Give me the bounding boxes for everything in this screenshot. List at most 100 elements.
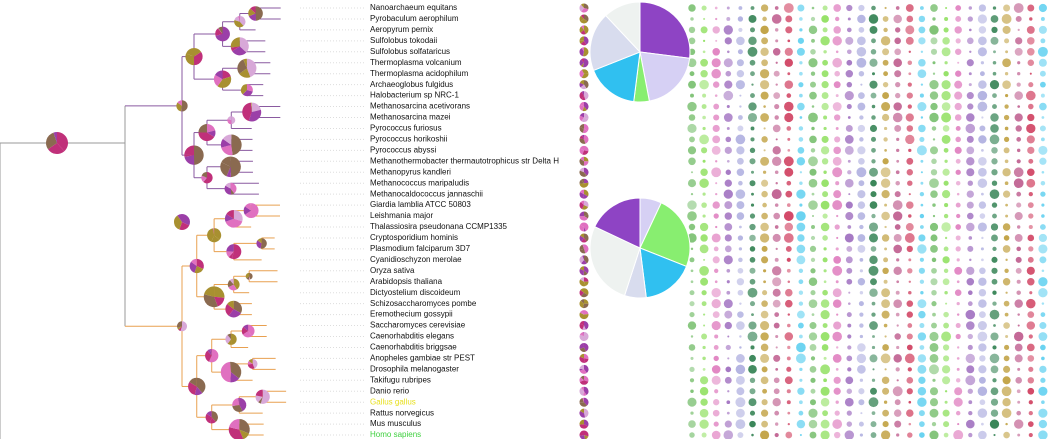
matrix-dot <box>809 136 817 144</box>
matrix-dot <box>858 278 865 285</box>
matrix-dot <box>894 125 901 132</box>
matrix-dot <box>701 147 707 153</box>
matrix-dot <box>858 125 865 132</box>
matrix-dot <box>725 180 732 187</box>
matrix-dot <box>956 411 960 415</box>
matrix-dot <box>881 288 890 297</box>
matrix-dot <box>1002 14 1012 24</box>
matrix-dot <box>1017 389 1021 393</box>
matrix-dot <box>882 344 889 351</box>
matrix-dot <box>787 126 792 131</box>
matrix-dot <box>1003 432 1010 439</box>
matrix-dot <box>1028 367 1033 372</box>
matrix-dot <box>907 333 913 339</box>
matrix-dot <box>869 14 879 24</box>
matrix-dot <box>784 233 794 243</box>
matrix-dot <box>714 334 718 338</box>
matrix-dot <box>787 138 790 141</box>
matrix-dot <box>1005 159 1009 163</box>
matrix-dot <box>726 17 730 21</box>
matrix-dot <box>787 203 791 207</box>
matrix-dot <box>955 103 962 110</box>
matrix-dot <box>761 191 767 197</box>
matrix-dot <box>848 17 851 20</box>
species-label: Nanoarchaeum equitans <box>370 3 457 12</box>
matrix-dot <box>702 301 707 306</box>
matrix-dot <box>883 16 889 22</box>
matrix-dot <box>786 246 792 252</box>
matrix-dot <box>893 354 901 362</box>
matrix-dot <box>714 269 718 273</box>
matrix-dot <box>944 214 948 218</box>
matrix-dot <box>738 290 744 296</box>
matrix-dot <box>847 334 851 338</box>
matrix-dot <box>978 91 988 101</box>
matrix-dot <box>990 310 1000 320</box>
matrix-dot <box>712 299 721 308</box>
matrix-dot <box>957 368 960 371</box>
matrix-dot <box>1029 400 1033 404</box>
matrix-dot <box>847 82 853 88</box>
species-label: Caenorhabditis briggsae <box>370 343 457 352</box>
matrix-dot <box>1018 324 1020 326</box>
matrix-dot <box>955 71 961 77</box>
matrix-dot <box>772 14 782 24</box>
matrix-dot <box>809 169 816 176</box>
matrix-dot <box>953 430 963 439</box>
matrix-dot <box>712 431 721 439</box>
matrix-dot <box>1002 386 1012 396</box>
matrix-dot <box>896 149 899 152</box>
matrix-dot <box>689 312 694 317</box>
matrix-dot <box>785 15 792 22</box>
matrix-dot <box>944 27 949 32</box>
matrix-dot <box>737 59 744 66</box>
matrix-dot <box>773 48 781 56</box>
matrix-dot <box>774 411 779 416</box>
matrix-dot <box>991 169 997 175</box>
matrix-dot <box>969 6 972 9</box>
matrix-dot <box>848 116 851 119</box>
matrix-dot <box>763 280 766 283</box>
matrix-dot <box>1005 50 1008 53</box>
matrix-dot <box>978 332 988 342</box>
matrix-dot <box>796 190 805 199</box>
matrix-dot <box>895 181 900 186</box>
matrix-dot <box>895 191 901 197</box>
matrix-dot <box>942 135 951 144</box>
matrix-dot <box>799 400 803 404</box>
species-label: Thermoplasma volcanium <box>370 58 462 67</box>
matrix-dot <box>920 280 924 284</box>
matrix-dot <box>798 82 803 87</box>
matrix-dot <box>1040 38 1045 43</box>
matrix-dot <box>736 189 746 199</box>
matrix-dot <box>714 345 719 350</box>
species-label: Rattus norvegicus <box>370 408 434 417</box>
matrix-dot <box>882 410 889 417</box>
matrix-dot <box>687 398 696 407</box>
matrix-dot <box>713 114 719 120</box>
matrix-dot <box>761 59 768 66</box>
node-pie-slice <box>580 212 585 217</box>
matrix-dot <box>1028 82 1033 87</box>
matrix-dot <box>810 268 815 273</box>
species-label: Pyrococcus furiosus <box>370 124 442 133</box>
matrix-dot <box>955 16 961 22</box>
matrix-dot <box>918 332 926 340</box>
matrix-dot <box>750 213 755 218</box>
matrix-dot <box>712 135 720 143</box>
matrix-dot <box>737 169 744 176</box>
matrix-dot <box>1015 344 1023 352</box>
matrix-dot <box>762 399 768 405</box>
matrix-dot <box>845 212 853 220</box>
matrix-dot <box>871 246 877 252</box>
matrix-dot <box>775 203 779 207</box>
matrix-dot <box>857 354 866 363</box>
matrix-dot <box>978 365 986 373</box>
matrix-dot <box>909 423 912 426</box>
matrix-dot <box>848 160 851 163</box>
matrix-dot <box>700 70 707 77</box>
matrix-dot <box>1028 213 1033 218</box>
matrix-dot <box>799 72 803 76</box>
matrix-dot <box>993 434 995 436</box>
matrix-dot <box>906 113 914 121</box>
